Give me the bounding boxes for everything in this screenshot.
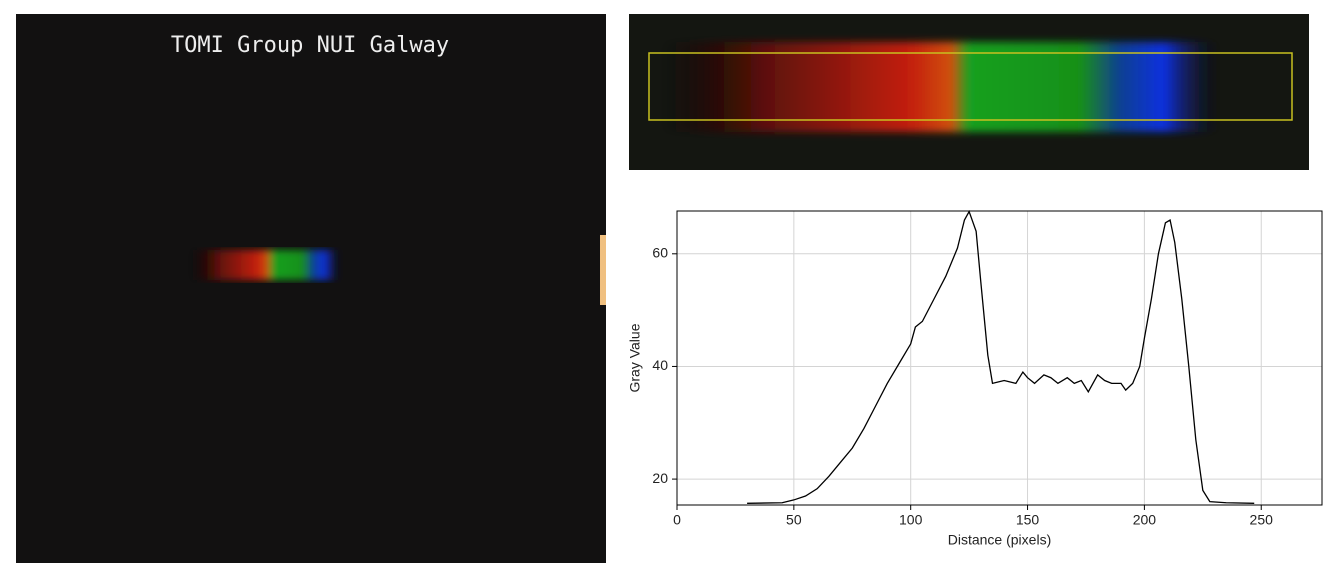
- photo-frame: [16, 14, 606, 563]
- x-tick-label: 50: [786, 512, 802, 528]
- spectrum-crop: [629, 14, 1309, 170]
- x-tick-label: 150: [1016, 512, 1040, 528]
- profile-line: [747, 209, 1255, 504]
- x-tick-label: 200: [1133, 512, 1157, 528]
- y-tick-label: 20: [652, 470, 668, 486]
- caption: TOMI Group NUI Galway: [171, 33, 449, 58]
- plot-border: [676, 210, 1323, 506]
- plot-area: [677, 211, 1322, 505]
- x-axis-label: Distance (pixels): [948, 532, 1051, 548]
- selection-box: [648, 52, 1293, 121]
- glare: [600, 235, 606, 305]
- crop-spectrum: [660, 42, 1220, 132]
- x-tick-label: 0: [673, 512, 681, 528]
- x-tick-label: 100: [899, 512, 923, 528]
- y-tick-label: 40: [652, 357, 668, 373]
- y-tick-label: 60: [652, 245, 668, 261]
- photo: TOMI Group NUI Galway: [16, 14, 606, 563]
- profile-plot: 0 50 100 150 200 250 20 40 60 Distance (pixels) Gr…: [627, 209, 1323, 548]
- y-axis-label: Gray Value: [627, 323, 643, 392]
- spectrum: [190, 250, 340, 280]
- x-tick-label: 250: [1250, 512, 1274, 528]
